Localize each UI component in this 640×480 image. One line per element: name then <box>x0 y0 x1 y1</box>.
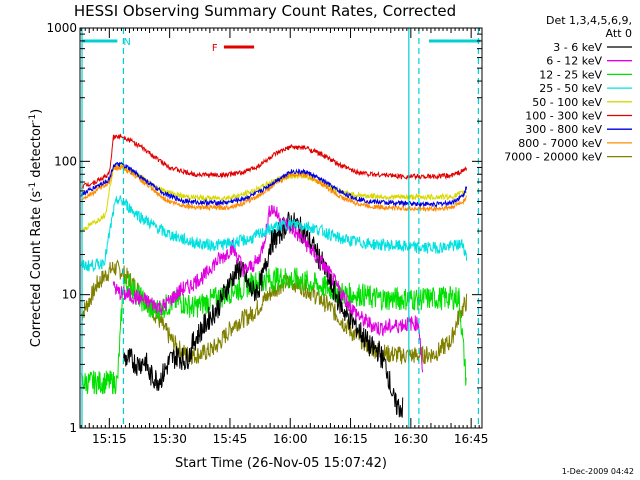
legend-label: 800 - 7000 keV <box>518 137 602 150</box>
series-line <box>80 195 468 273</box>
x-tick-label: 15:30 <box>152 432 187 446</box>
series-line <box>80 267 467 395</box>
legend-header-line2: Att 0 <box>606 27 632 40</box>
x-axis: 15:15 15:30 15:45 16:00 16:15 16:30 16:45 <box>80 28 489 446</box>
x-tick-label: 15:15 <box>92 432 127 446</box>
saa-flag-label: N <box>123 37 130 48</box>
legend-label: 100 - 300 keV <box>525 110 602 123</box>
x-axis-label: Start Time (26-Nov-05 15:07:42) <box>175 456 387 471</box>
y-axis-label: Corrected Count Rate (s-1 detector-1) <box>28 109 44 347</box>
x-tick-label: 16:00 <box>273 432 308 446</box>
series-line <box>112 204 424 373</box>
y-axis: 1 10 100 1000 <box>46 21 482 435</box>
legend-header-line1: Det 1,3,4,5,6,9, <box>546 14 632 27</box>
legend-label: 6 - 12 keV <box>546 55 602 68</box>
plot-frame <box>79 27 483 429</box>
y-tick-label: 1 <box>69 421 77 435</box>
series-line <box>122 211 404 418</box>
generated-timestamp: 1-Dec-2009 04:42 <box>562 467 634 476</box>
plot-area: NF <box>79 27 483 429</box>
y-tick-label: 10 <box>62 288 77 302</box>
x-tick-label: 16:45 <box>454 432 489 446</box>
legend-label: 3 - 6 keV <box>553 41 602 54</box>
x-tick-label: 16:30 <box>394 432 429 446</box>
x-tick-label: 15:45 <box>213 432 248 446</box>
legend-label: 12 - 25 keV <box>539 68 602 81</box>
series-line <box>81 164 468 213</box>
legend-label: 300 - 800 keV <box>525 123 602 136</box>
y-tick-label: 1000 <box>46 21 77 35</box>
series-line <box>80 161 468 208</box>
legend-label: 25 - 50 keV <box>539 82 602 95</box>
legend-label: 7000 - 20000 keV <box>504 151 602 164</box>
series-line <box>81 133 468 190</box>
legend-label: 50 - 100 keV <box>532 96 602 109</box>
series-layer <box>80 133 468 418</box>
chart-title: HESSI Observing Summary Count Rates, Cor… <box>74 2 456 20</box>
annotation-layer: NF <box>81 28 481 428</box>
x-tick-label: 16:15 <box>333 432 368 446</box>
flare-flag-label: F <box>212 43 218 54</box>
y-tick-label: 100 <box>54 154 77 168</box>
